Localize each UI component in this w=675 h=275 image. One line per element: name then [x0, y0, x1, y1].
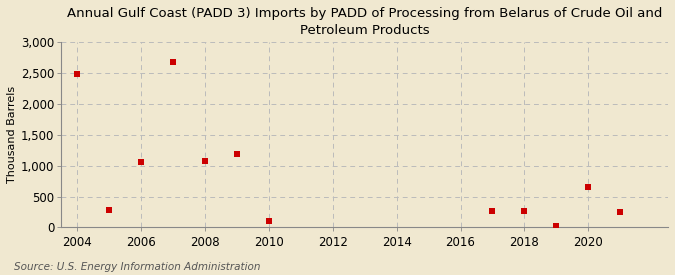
Point: [72, 72, 83, 76]
Point: [487, 209, 498, 213]
Point: [104, 207, 115, 212]
Point: [551, 224, 562, 229]
Point: [519, 209, 530, 213]
Point: [168, 60, 179, 64]
Point: [200, 159, 211, 163]
Point: [136, 160, 146, 164]
Y-axis label: Thousand Barrels: Thousand Barrels: [7, 86, 17, 183]
Title: Annual Gulf Coast (PADD 3) Imports by PADD of Processing from Belarus of Crude O: Annual Gulf Coast (PADD 3) Imports by PA…: [67, 7, 662, 37]
Text: Source: U.S. Energy Information Administration: Source: U.S. Energy Information Administ…: [14, 262, 260, 272]
Point: [615, 210, 626, 214]
Point: [263, 219, 274, 223]
Point: [583, 185, 593, 189]
Point: [232, 152, 242, 156]
